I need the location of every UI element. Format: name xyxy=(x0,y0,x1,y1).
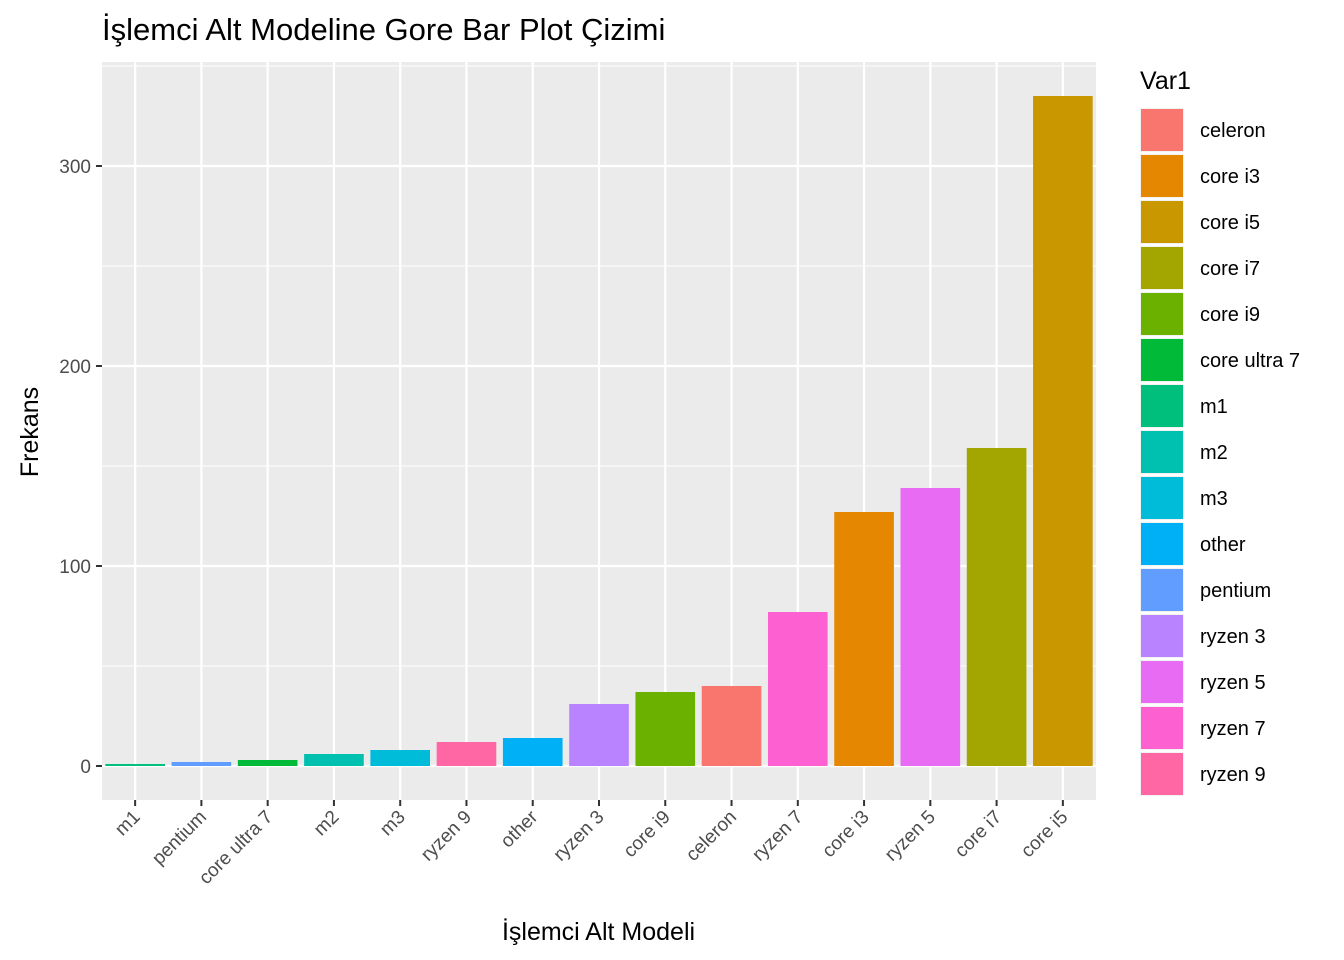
legend-swatch-ryzen-3 xyxy=(1141,615,1183,657)
legend-label: ryzen 3 xyxy=(1200,626,1266,648)
bar-ryzen-7 xyxy=(767,612,828,766)
x-tick-label: ryzen 9 xyxy=(417,807,476,866)
legend-label: core ultra 7 xyxy=(1200,350,1300,372)
legend-swatch-ryzen-9 xyxy=(1141,753,1183,795)
plot-panel xyxy=(102,62,1096,800)
legend-swatch-m1 xyxy=(1141,385,1183,427)
x-tick-label: celeron xyxy=(682,807,741,866)
legend-swatch-celeron xyxy=(1141,109,1183,151)
y-tick-label: 300 xyxy=(59,157,91,178)
x-tick-label: core i5 xyxy=(1017,807,1072,862)
legend-swatch-core-i3 xyxy=(1141,155,1183,197)
x-tick-label: m2 xyxy=(310,807,344,841)
legend-label: other xyxy=(1200,534,1246,556)
legend-label: ryzen 9 xyxy=(1200,764,1266,786)
x-tick-label: core i7 xyxy=(951,807,1006,862)
y-axis: 0 100 200 300 xyxy=(59,157,102,778)
legend-swatch-pentium xyxy=(1141,569,1183,611)
bar-celeron xyxy=(701,686,762,766)
legend-label: core i5 xyxy=(1200,212,1260,234)
x-tick-label: other xyxy=(497,806,543,852)
bar-m1 xyxy=(105,764,165,766)
legend-title: Var1 xyxy=(1140,67,1191,95)
legend-label: m2 xyxy=(1200,442,1228,464)
bar-core-i7 xyxy=(966,448,1027,766)
legend-swatch-ryzen-5 xyxy=(1141,661,1183,703)
legend-swatch-ryzen-7 xyxy=(1141,707,1183,749)
y-tick-label: 200 xyxy=(59,357,91,378)
bar-ryzen-5 xyxy=(900,488,961,766)
legend-label: m3 xyxy=(1200,488,1228,510)
x-tick-label: ryzen 7 xyxy=(748,807,807,866)
bar-core-i3 xyxy=(834,512,894,766)
legend-swatch-core-i9 xyxy=(1141,293,1183,335)
y-tick-label: 0 xyxy=(80,757,91,778)
x-tick-label: ryzen 3 xyxy=(550,807,609,866)
x-tick-label: m1 xyxy=(111,807,145,841)
bar-ryzen-3 xyxy=(569,704,629,766)
x-tick-label: core i3 xyxy=(818,807,873,862)
chart-title: İşlemci Alt Modeline Gore Bar Plot Çizim… xyxy=(102,12,665,47)
legend-swatch-core-i7 xyxy=(1141,247,1183,289)
y-tick-label: 100 xyxy=(59,557,91,578)
x-tick-label: m3 xyxy=(376,807,410,841)
bar-m2 xyxy=(304,754,364,766)
bar-core-i5 xyxy=(1033,96,1093,766)
legend-label: m1 xyxy=(1200,396,1228,418)
x-axis-title: İşlemci Alt Modeli xyxy=(502,917,695,946)
legend: Var1 celeron core i3 core i5 core i7 core i9… xyxy=(1140,67,1300,796)
legend-swatch-m2 xyxy=(1141,431,1183,473)
legend-swatch-other xyxy=(1141,523,1183,565)
bar-core-i9 xyxy=(635,692,696,766)
legend-swatch-m3 xyxy=(1141,477,1183,519)
x-tick-label: ryzen 5 xyxy=(881,807,940,866)
legend-label: core i7 xyxy=(1200,258,1260,280)
legend-label: ryzen 7 xyxy=(1200,718,1266,740)
legend-label: core i3 xyxy=(1200,166,1260,188)
bar-ryzen-9 xyxy=(436,742,497,766)
bar-pentium xyxy=(171,762,232,766)
legend-swatch-core-ultra-7 xyxy=(1141,339,1183,381)
legend-label: ryzen 5 xyxy=(1200,672,1266,694)
legend-label: core i9 xyxy=(1200,304,1260,326)
x-tick-label: pentium xyxy=(148,807,211,870)
x-tick-label: core i9 xyxy=(620,807,675,862)
bar-core-ultra-7 xyxy=(237,760,298,766)
legend-label: pentium xyxy=(1200,580,1271,602)
legend-swatch-core-i5 xyxy=(1141,201,1183,243)
y-axis-title: Frekans xyxy=(16,387,44,477)
bar-m3 xyxy=(370,750,431,766)
legend-label: celeron xyxy=(1200,120,1266,142)
bar-other xyxy=(502,738,563,766)
